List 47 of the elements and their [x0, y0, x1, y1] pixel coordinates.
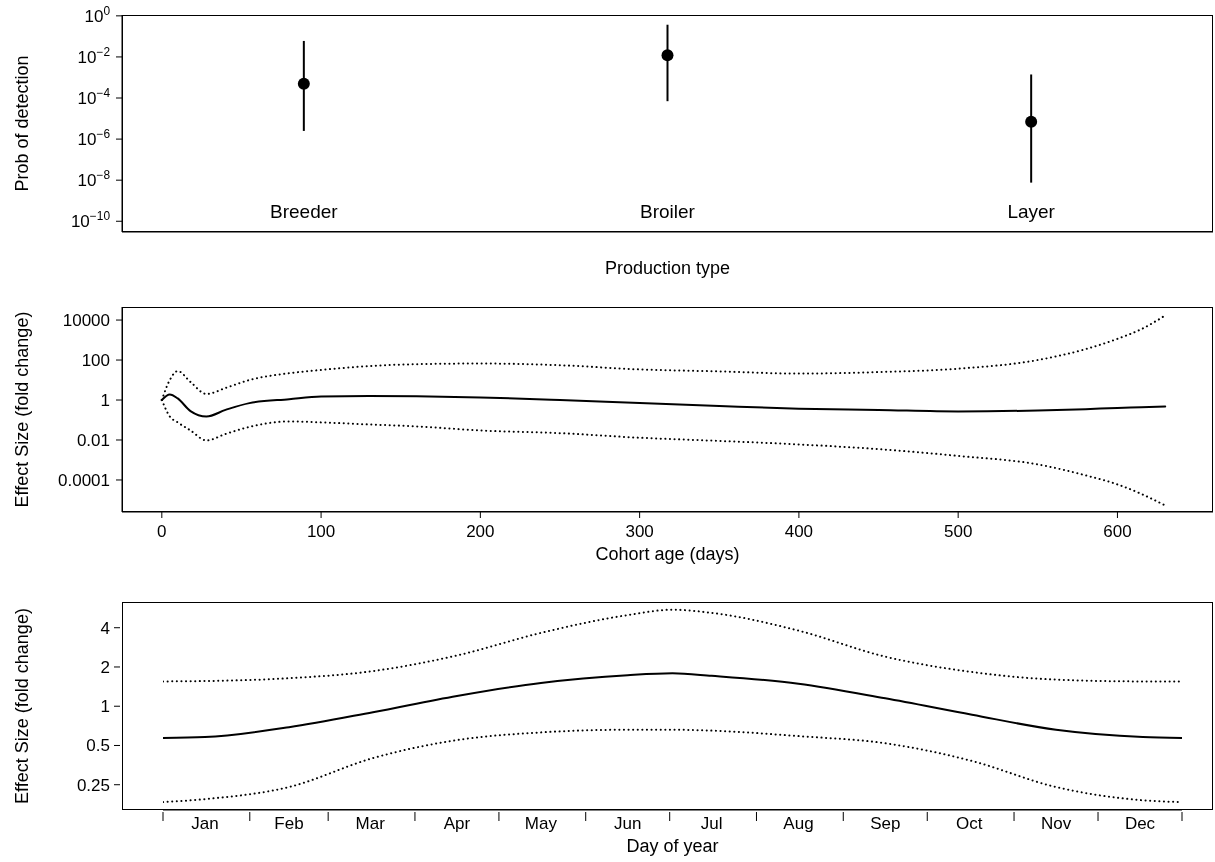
y-tick-label: 10$^{−8}$	[77, 168, 111, 191]
y-tick-label: 0.01	[76, 431, 110, 450]
x-tick-label: Sep	[870, 814, 901, 833]
x-tick-label: Layer	[1007, 201, 1056, 222]
y-tick-label: 10000	[62, 311, 110, 331]
x-tick-label: 600	[1103, 522, 1132, 541]
x-axis-title: Production type	[604, 258, 731, 278]
y-tick-label: 0.5	[86, 736, 110, 756]
x-tick-label: 100	[306, 522, 336, 541]
y-tick-label: 0.0001	[58, 470, 110, 490]
y-tick-label: 10$^{0}$	[84, 3, 111, 26]
x-tick-label: Jan	[191, 814, 219, 833]
x-tick-label: May	[524, 814, 558, 833]
y-axis-title: Prob of detection	[12, 55, 33, 192]
x-axis-title: Cohort age (days)	[595, 544, 740, 564]
x-tick-label: 400	[784, 522, 814, 541]
y-axis-title: Effect Size (fold change)	[12, 311, 33, 508]
y-tick-label: 4	[100, 618, 110, 638]
x-tick-label: Feb	[274, 814, 304, 833]
x-tick-label: Nov	[1040, 814, 1072, 833]
y-tick-label: 2	[100, 657, 110, 677]
x-tick-label: Mar	[355, 814, 386, 833]
y-tick-label: 1	[100, 391, 110, 411]
x-tick-label: Breeder	[270, 201, 339, 222]
x-tick-label: Jun	[614, 814, 642, 833]
point	[1025, 115, 1038, 128]
x-tick-label: Dec	[1124, 814, 1156, 833]
x-tick-label: Broiler	[640, 201, 696, 222]
y-tick-label: 10$^{−10}$	[70, 209, 111, 232]
y-tick-label: 0.25	[76, 775, 110, 795]
x-axis-title: Day of year	[626, 836, 719, 856]
y-tick-label: 1	[100, 697, 110, 717]
x-tick-label: Oct	[956, 814, 983, 833]
point	[297, 77, 310, 90]
y-tick-label: 10$^{−4}$	[77, 86, 111, 109]
point	[661, 49, 674, 62]
x-tick-label: Jul	[700, 814, 723, 833]
y-axis-title: Effect Size (fold change)	[12, 608, 33, 804]
x-tick-label: 0	[157, 522, 167, 541]
x-tick-label: Apr	[443, 814, 471, 833]
x-tick-label: 200	[466, 522, 495, 541]
x-tick-label: 300	[625, 522, 654, 541]
x-tick-label: Aug	[783, 814, 814, 833]
y-tick-label: 100	[81, 351, 110, 371]
y-tick-label: 10$^{−2}$	[77, 44, 111, 67]
x-tick-label: 500	[943, 522, 973, 541]
y-tick-label: 10$^{−6}$	[77, 127, 111, 150]
